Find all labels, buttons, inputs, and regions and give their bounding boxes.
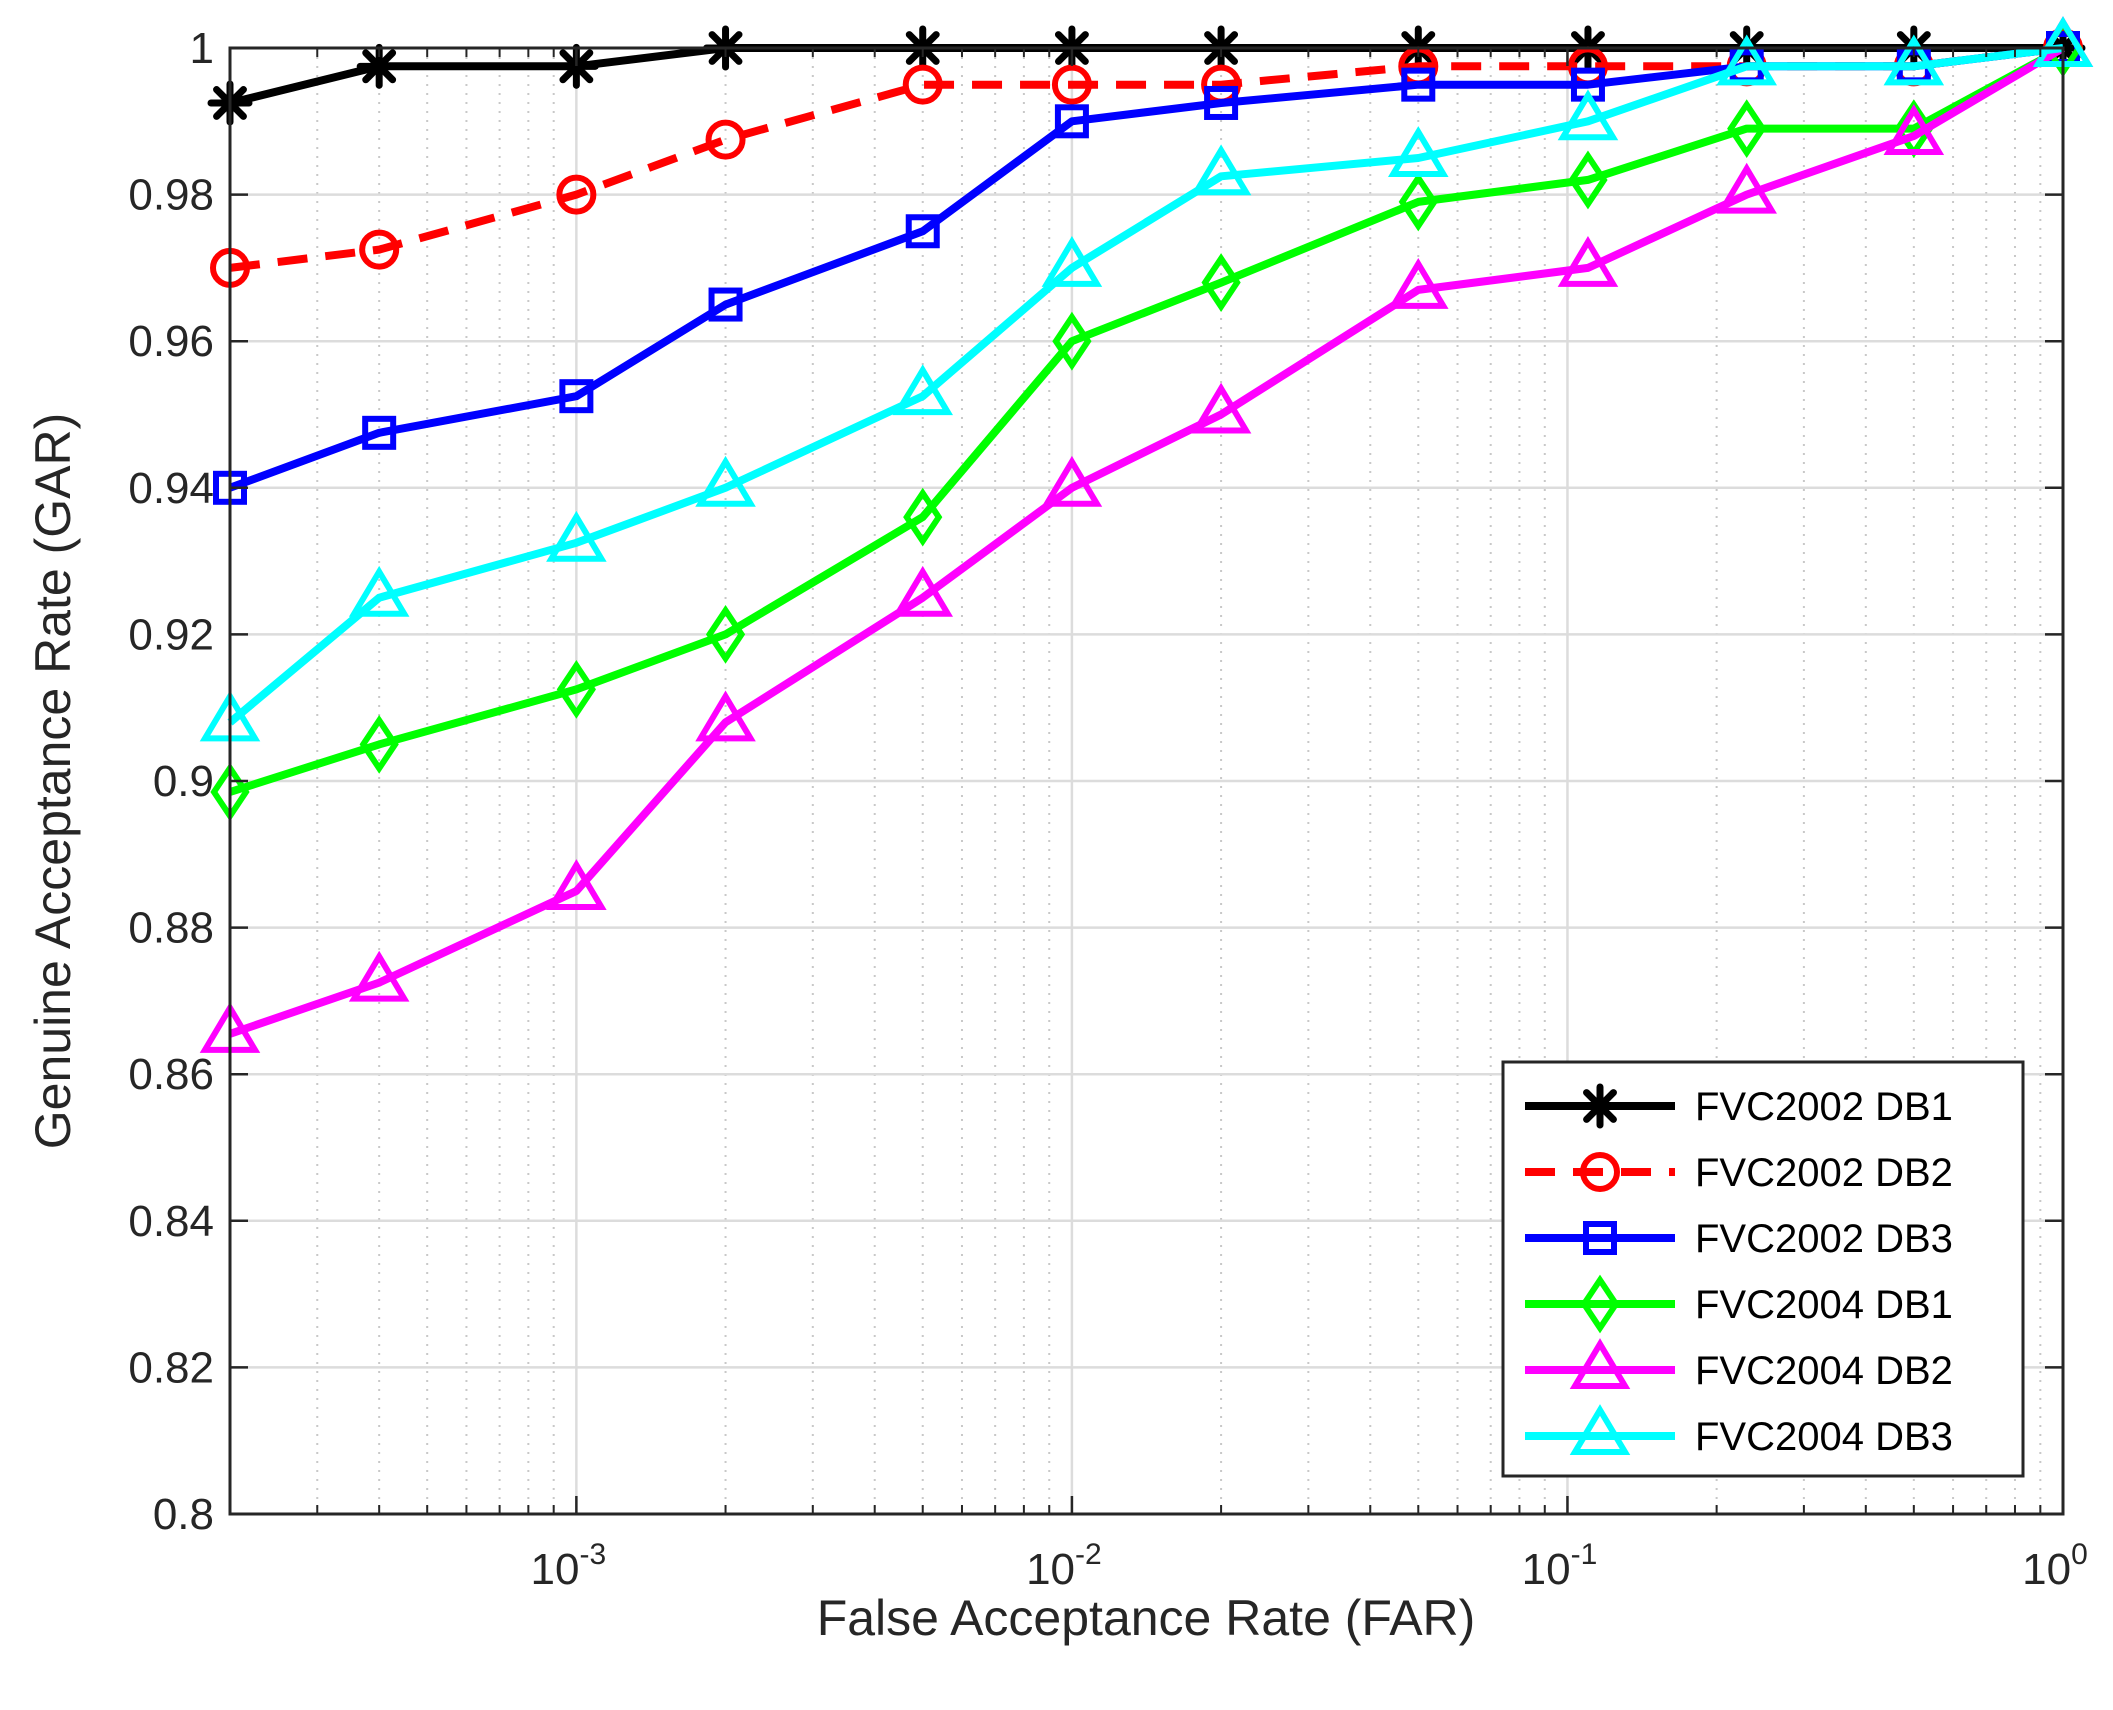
legend-label: FVC2002 DB2 (1695, 1151, 1953, 1195)
data-point (905, 214, 940, 249)
legend-marker (1577, 1083, 1623, 1129)
legend: FVC2002 DB1 FVC2002 DB2 FVC2002 DB3 FVC2004… (1501, 1060, 2025, 1478)
data-point (556, 174, 597, 215)
data-point (348, 565, 410, 617)
y-tick-label: 0.84 (128, 1197, 214, 1246)
data-series (199, 16, 2094, 1053)
x-tick-base: 10 (1522, 1545, 1571, 1594)
legend-item: FVC2002 DB1 (1525, 1083, 1953, 1129)
data-point (705, 119, 746, 160)
legend-label: FVC2004 DB1 (1695, 1283, 1953, 1327)
data-point (902, 64, 943, 105)
data-point (708, 287, 743, 322)
data-point (546, 510, 607, 562)
data-point (556, 659, 596, 719)
series-line (227, 44, 2064, 726)
asterisk-stroke (1583, 1089, 1617, 1123)
legend-marker (1580, 1152, 1620, 1192)
legend-marker (1569, 1404, 1631, 1455)
y-tick-label: 0.92 (128, 610, 214, 659)
data-point (1883, 104, 1945, 155)
legend-marker (1583, 1221, 1617, 1255)
x-tick-base: 10 (531, 1545, 580, 1594)
data-point (559, 379, 594, 414)
y-tick-label: 0.86 (128, 1050, 214, 1099)
data-point (903, 487, 943, 547)
data-point (1401, 67, 1436, 102)
y-tick-label: 0.9 (153, 757, 214, 806)
legend-label: FVC2004 DB2 (1695, 1349, 1953, 1393)
series-fvc2004-db2 (199, 16, 2094, 1053)
x-tick-exponent: 0 (2071, 1538, 2088, 1571)
x-tick-base: 10 (1026, 1545, 1075, 1594)
series-fvc2004-db3 (199, 16, 2094, 742)
data-point (1204, 85, 1239, 120)
legend-item: FVC2002 DB3 (1525, 1217, 1953, 1261)
data-point (1388, 258, 1449, 309)
data-point (1041, 455, 1103, 507)
data-point (1883, 34, 1945, 86)
data-point (359, 714, 399, 774)
y-tick-label: 0.98 (128, 171, 214, 220)
data-point (1052, 311, 1092, 371)
series-line (228, 44, 2066, 1038)
data-point (1051, 64, 1092, 105)
x-tick-base: 10 (2022, 1545, 2071, 1594)
legend-item: FVC2002 DB2 (1525, 1151, 1953, 1195)
data-point (359, 229, 400, 270)
data-point (1557, 236, 1619, 287)
data-point (1557, 89, 1619, 141)
data-point (1388, 126, 1449, 177)
series-fvc2004-db1 (210, 18, 2083, 822)
x-tick-label: 10-1 (1522, 1538, 1598, 1594)
data-point (1716, 162, 1777, 214)
data-point (546, 859, 607, 910)
legend-item: FVC2004 DB1 (1525, 1274, 1953, 1334)
asterisk-stroke (559, 49, 594, 84)
data-point (695, 690, 756, 742)
legend-label: FVC2002 DB3 (1695, 1217, 1953, 1261)
data-point (1201, 253, 1241, 312)
x-tick-label: 10-2 (1026, 1538, 1102, 1594)
legend-label: FVC2004 DB3 (1695, 1415, 1953, 1459)
data-point (1190, 382, 1252, 434)
data-point (705, 604, 746, 664)
x-tick-exponent: -1 (1571, 1538, 1598, 1571)
legend-label: FVC2002 DB1 (1695, 1085, 1953, 1129)
data-point (892, 565, 954, 617)
series-line (228, 44, 2065, 796)
y-tick-label: 0.8 (153, 1490, 214, 1539)
y-tick-label: 0.96 (128, 317, 214, 366)
y-axis-title: Genuine Acceptance Rate (GAR) (25, 413, 81, 1150)
data-point (1398, 172, 1438, 232)
data-point (348, 950, 410, 1002)
y-tick-label: 1 (190, 24, 214, 73)
legend-marker (1580, 1274, 1620, 1334)
data-point (695, 455, 756, 507)
asterisk-stroke (362, 49, 397, 84)
axis-ticks: 10-3 10-2 10-1 1000.80.820.840.860.880.90.9… (128, 24, 2087, 1594)
x-tick-exponent: -2 (1075, 1538, 1102, 1571)
y-tick-label: 0.82 (128, 1343, 214, 1392)
y-tick-label: 0.94 (128, 464, 214, 513)
data-point (1190, 144, 1252, 196)
x-axis-title: False Acceptance Rate (FAR) (817, 1590, 1476, 1646)
data-point (1054, 104, 1089, 139)
data-point (1727, 99, 1767, 159)
data-point (892, 364, 954, 416)
x-tick-label: 100 (2022, 1538, 2088, 1594)
data-point (1716, 34, 1777, 86)
y-tick-label: 0.88 (128, 904, 214, 953)
data-point (1041, 236, 1103, 287)
legend-box (1501, 1060, 2025, 1478)
x-tick-label: 10-3 (531, 1538, 607, 1594)
legend-marker (1569, 1338, 1631, 1389)
x-tick-exponent: -3 (580, 1538, 607, 1571)
data-point (362, 415, 397, 450)
data-point (1568, 150, 1608, 210)
legend-item: FVC2004 DB2 (1525, 1338, 1953, 1393)
legend-item: FVC2004 DB3 (1525, 1404, 1953, 1459)
